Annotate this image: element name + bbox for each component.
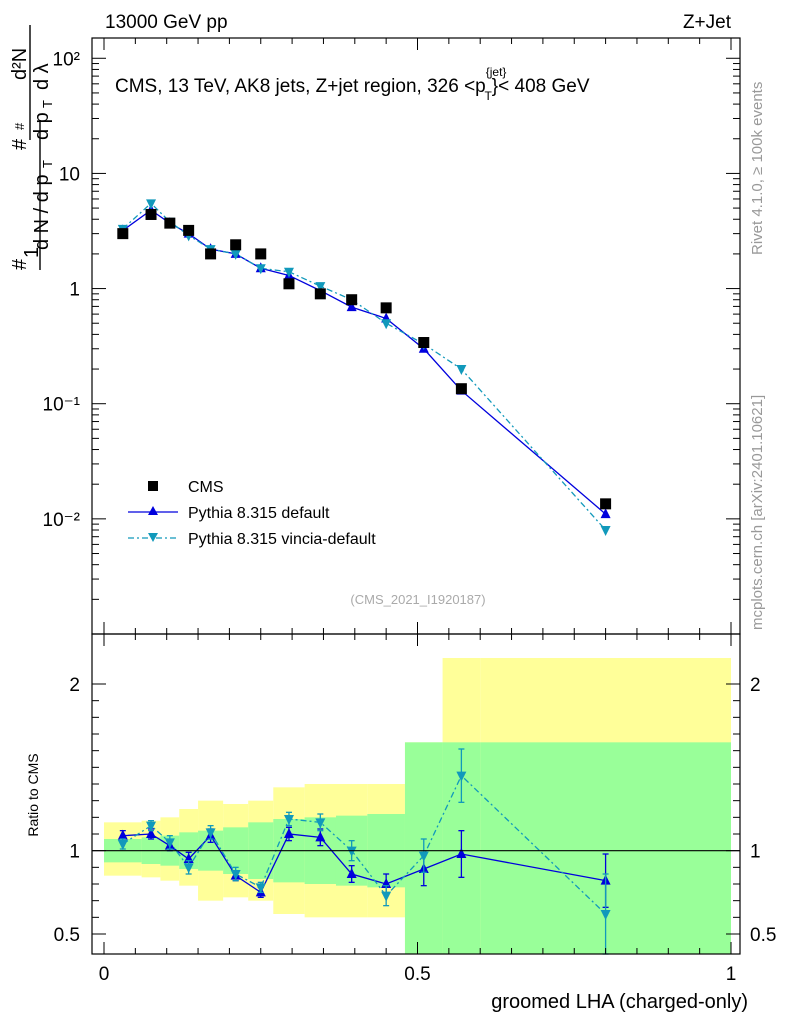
point-vincia (381, 319, 392, 330)
series-line-vincia (122, 202, 607, 531)
y-tick-label: 10⁻² (43, 510, 81, 531)
ratio-point-vincia (418, 851, 429, 862)
svg-text:#: # (12, 122, 27, 130)
ratio-point-vincia (146, 821, 157, 832)
svg-text:#: # (9, 258, 31, 270)
ratio-point-vincia (164, 838, 175, 849)
point-vincia (315, 282, 326, 293)
point-cms (145, 208, 157, 220)
point-vincia (255, 264, 266, 275)
point-default (600, 508, 611, 519)
ratio-tick-label-right: 2 (750, 675, 761, 696)
legend-vincia-marker (148, 533, 158, 542)
rivet-label: Rivet 4.1.0, ≥ 100k events (749, 82, 766, 255)
point-cms (346, 294, 358, 306)
x-tick-label: 0.5 (404, 964, 430, 985)
point-cms (230, 239, 242, 251)
ratio-tick-label-left: 1 (69, 842, 80, 863)
legend-default-label: Pythia 8.315 default (188, 505, 330, 522)
svg-text:d λ: d λ (31, 63, 53, 90)
ratio-point-default (456, 848, 467, 858)
y-tick-label: 10² (53, 49, 80, 70)
y-axis-title: # 1 d N / d p T # d²N d p T d λ # (9, 25, 55, 270)
point-vincia (283, 267, 294, 278)
y-tick-label: 10⁻¹ (43, 395, 81, 416)
svg-text:d²N: d²N (9, 48, 31, 80)
ratio-point-default (315, 831, 326, 842)
mcplots-label: mcplots.cern.ch [arXiv:2401.10621] (749, 395, 766, 630)
svg-text:T: T (40, 160, 55, 168)
analysis-id: (CMS_2021_I1920187) (350, 592, 485, 607)
point-vincia (456, 365, 467, 376)
point-vincia (230, 249, 241, 260)
svg-text:1: 1 (21, 247, 43, 258)
ratio-point-default (117, 829, 128, 840)
legend-vincia-label: Pythia 8.315 vincia-default (188, 531, 376, 548)
x-tick-label: 0 (99, 964, 110, 985)
point-vincia (600, 526, 611, 537)
svg-text:#: # (9, 138, 31, 150)
ratio-point-vincia (346, 846, 357, 857)
point-cms (205, 248, 217, 260)
ratio-point-vincia (183, 863, 194, 874)
svg-text:T: T (40, 100, 55, 108)
ratio-point-vincia (381, 891, 392, 902)
point-cms (314, 288, 326, 300)
svg-text:d p: d p (31, 112, 53, 140)
ratio-point-vincia (117, 840, 128, 850)
ratio-tick-label-left: 2 (69, 675, 80, 696)
point-vincia (146, 199, 157, 210)
point-cms (418, 337, 430, 349)
ratio-point-default (346, 868, 357, 878)
ratio-point-vincia (205, 828, 216, 839)
point-cms (183, 224, 195, 236)
point-cms (255, 248, 267, 260)
ratio-point-vincia (456, 771, 467, 782)
series-line-default (122, 209, 607, 515)
x-axis-title: groomed LHA (charged-only) (491, 991, 748, 1013)
legend-cms-label: CMS (188, 479, 224, 496)
point-cms (117, 228, 129, 240)
y-tick-label: 1 (69, 280, 80, 301)
ratio-point-vincia (255, 883, 266, 894)
legend-cms-marker (148, 481, 158, 491)
point-default (346, 301, 357, 312)
ratio-point-default (146, 828, 157, 838)
legend-default-marker (148, 506, 158, 515)
point-cms (380, 302, 392, 314)
point-cms (164, 217, 176, 229)
point-cms (600, 498, 612, 510)
legend: CMS Pythia 8.315 default Pythia 8.315 vi… (128, 479, 376, 548)
ratio-panel-frame (91, 633, 741, 955)
y-tick-label: 10 (59, 164, 80, 185)
header-left: 13000 GeV pp (105, 12, 228, 33)
main-title: CMS, 13 TeV, AK8 jets, Z+jet region, 326… (115, 65, 590, 103)
ratio-point-vincia (600, 910, 611, 920)
point-cms (283, 278, 295, 290)
x-tick-label: 1 (726, 964, 737, 985)
ratio-point-vincia (230, 870, 241, 880)
point-cms (455, 383, 467, 395)
svg-text:d N / d p: d N / d p (31, 174, 53, 250)
ratio-tick-label-right: 0.5 (750, 925, 776, 946)
ratio-axis-title: Ratio to CMS (25, 753, 41, 836)
ratio-point-default (283, 828, 294, 838)
ratio-tick-label-right: 1 (750, 842, 761, 863)
ratio-line-vincia (122, 774, 607, 915)
ratio-point-vincia (283, 815, 294, 825)
ratio-point-vincia (315, 818, 326, 829)
ratio-tick-label-left: 0.5 (54, 925, 80, 946)
header-right: Z+Jet (683, 12, 732, 33)
